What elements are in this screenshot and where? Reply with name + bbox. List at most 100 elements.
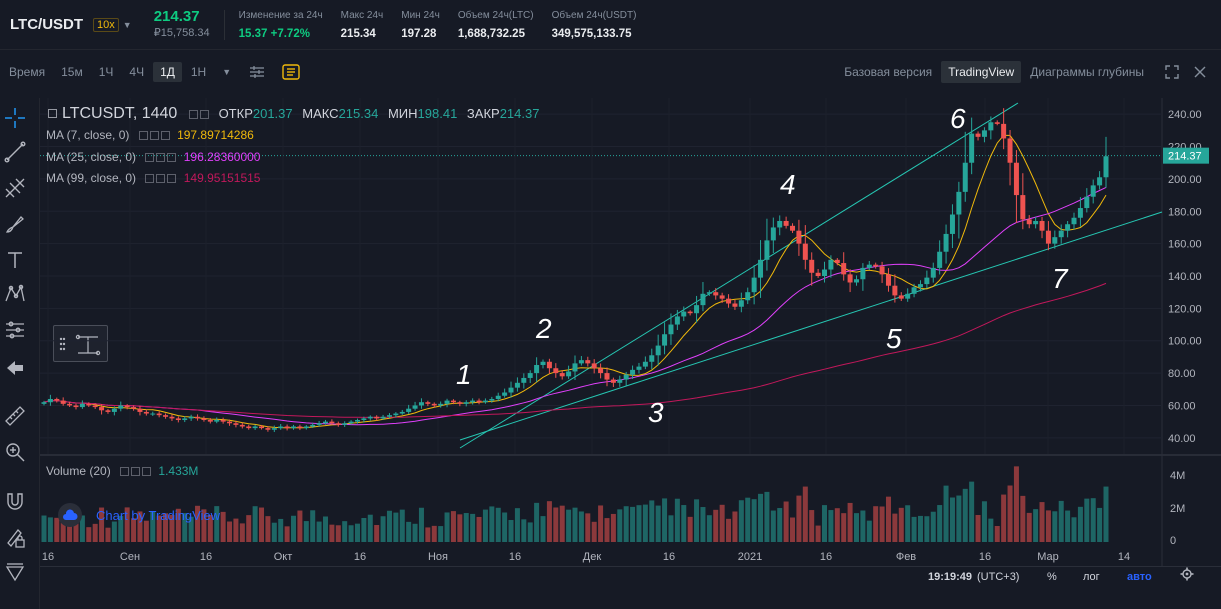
candle[interactable] [630, 369, 636, 375]
trend-line-icon[interactable] [3, 140, 27, 164]
candle[interactable] [834, 259, 840, 264]
candle[interactable] [815, 272, 821, 276]
candle[interactable] [911, 287, 917, 294]
candle[interactable] [802, 243, 808, 260]
candle[interactable] [438, 403, 444, 406]
candle[interactable] [303, 426, 309, 429]
candle[interactable] [156, 413, 162, 416]
wave-annotation[interactable]: 1 [456, 359, 472, 390]
candle[interactable] [719, 295, 725, 299]
indicators-icon[interactable] [280, 61, 302, 83]
candle[interactable] [124, 405, 130, 408]
interval-1d[interactable]: 1Д [153, 62, 182, 82]
back-arrow-icon[interactable] [3, 356, 27, 380]
candle[interactable] [892, 285, 898, 296]
eye-icon[interactable] [138, 131, 148, 141]
candle[interactable] [905, 293, 911, 299]
candle[interactable] [879, 266, 885, 275]
candle[interactable] [700, 293, 706, 306]
candle[interactable] [949, 214, 955, 234]
candle[interactable] [431, 403, 437, 406]
candle[interactable] [585, 360, 591, 364]
candle[interactable] [553, 368, 559, 374]
candle[interactable] [527, 373, 533, 378]
candle[interactable] [79, 403, 85, 408]
candle[interactable] [777, 220, 783, 228]
interval-15m[interactable]: 15м [61, 65, 83, 79]
auto-toggle[interactable]: авто [1127, 571, 1152, 583]
candle[interactable] [463, 402, 469, 404]
gear-icon[interactable] [149, 131, 159, 141]
candle[interactable] [1084, 196, 1090, 209]
candle[interactable] [745, 292, 751, 301]
wave-annotation[interactable]: 7 [1052, 263, 1069, 294]
candle[interactable] [591, 363, 597, 369]
chevron-down-icon[interactable]: ▼ [222, 67, 232, 77]
candle[interactable] [220, 420, 226, 422]
candle[interactable] [1033, 220, 1039, 225]
candle[interactable] [917, 284, 923, 288]
candle[interactable] [412, 405, 418, 409]
candle[interactable] [860, 267, 866, 280]
gear-icon[interactable] [131, 467, 141, 477]
candle[interactable] [271, 428, 277, 430]
candle[interactable] [406, 408, 412, 412]
candle[interactable] [329, 421, 335, 424]
candle[interactable] [310, 424, 316, 427]
candle[interactable] [284, 426, 290, 429]
candle[interactable] [994, 122, 1000, 124]
candle[interactable] [962, 162, 968, 192]
candle[interactable] [175, 418, 181, 421]
timezone[interactable]: (UTC+3) [977, 571, 1020, 583]
candle[interactable] [163, 415, 169, 417]
candle[interactable] [726, 298, 732, 304]
candle[interactable] [1090, 185, 1096, 197]
candle[interactable] [975, 133, 981, 137]
candle[interactable] [732, 303, 738, 307]
interval-1w[interactable]: 1Н [190, 65, 207, 79]
candle[interactable] [374, 416, 380, 419]
candle[interactable] [610, 379, 616, 383]
candle[interactable] [1007, 138, 1013, 163]
candle[interactable] [1039, 220, 1045, 231]
candle[interactable] [322, 421, 328, 424]
candle[interactable] [981, 130, 987, 137]
gear-icon[interactable] [156, 153, 166, 163]
candle[interactable] [60, 400, 66, 404]
candle[interactable] [297, 426, 303, 429]
candle[interactable] [1045, 230, 1051, 244]
candle[interactable] [342, 423, 348, 425]
candle[interactable] [67, 403, 73, 406]
wave-annotation[interactable]: 4 [780, 169, 796, 200]
fullscreen-icon[interactable] [1161, 61, 1183, 83]
candle[interactable] [783, 220, 789, 226]
candle[interactable] [86, 403, 92, 406]
candle[interactable] [668, 324, 674, 335]
candle[interactable] [508, 387, 514, 393]
candle[interactable] [207, 420, 213, 422]
candle[interactable] [291, 426, 297, 429]
candle[interactable] [47, 398, 53, 403]
leverage-badge[interactable]: 10x [93, 17, 119, 32]
candle[interactable] [169, 416, 175, 419]
candle[interactable] [214, 420, 220, 422]
candle[interactable] [111, 408, 117, 412]
eye-icon[interactable] [120, 467, 130, 477]
prediction-icon[interactable] [3, 318, 27, 342]
candle[interactable] [1071, 217, 1077, 225]
eye-icon[interactable] [145, 174, 155, 184]
candle[interactable] [354, 420, 360, 422]
candle[interactable] [182, 418, 188, 421]
candle[interactable] [457, 402, 463, 404]
candle[interactable] [418, 402, 424, 406]
candle[interactable] [239, 424, 245, 427]
candle[interactable] [393, 413, 399, 416]
tab-tradingview[interactable]: TradingView [941, 61, 1022, 83]
candle[interactable] [278, 426, 284, 429]
candle[interactable] [54, 398, 60, 401]
channel-line[interactable] [459, 211, 1163, 441]
candle[interactable] [662, 334, 668, 346]
floating-tool-panel[interactable] [53, 325, 108, 362]
candle[interactable] [598, 368, 604, 374]
candle[interactable] [399, 411, 405, 414]
